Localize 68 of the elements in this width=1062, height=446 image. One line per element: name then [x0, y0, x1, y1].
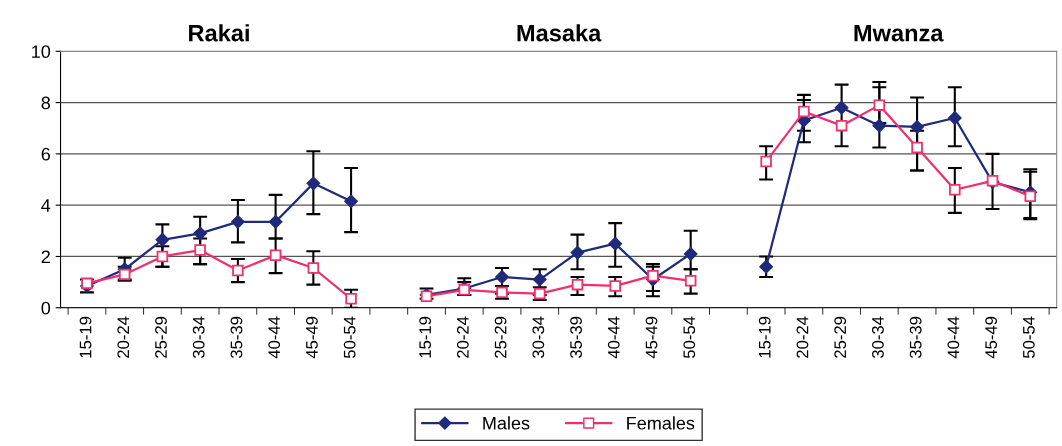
x-tick-label: 25-29 — [155, 316, 167, 358]
point — [949, 184, 961, 196]
x-tick-label: 15-19 — [79, 316, 92, 358]
x-tick-label: 30-34 — [532, 316, 545, 359]
point — [683, 247, 698, 261]
point — [345, 292, 357, 305]
point — [910, 120, 924, 134]
point — [759, 259, 773, 274]
y-tick-label: 2 — [41, 250, 50, 263]
point — [232, 264, 244, 277]
point — [609, 280, 621, 292]
x-tick-label: 35-39 — [909, 316, 922, 359]
y-tick-label: 6 — [41, 147, 51, 161]
point — [571, 278, 584, 291]
x-tick-label: 20-24 — [117, 316, 130, 358]
point — [1024, 190, 1037, 202]
x-tick-label: 15-19 — [419, 316, 432, 358]
x-tick-label: 50-54 — [1022, 316, 1035, 359]
point — [911, 141, 923, 154]
x-tick-label: 15-19 — [758, 316, 771, 358]
x-tick-label: 45-49 — [306, 316, 318, 359]
point — [647, 269, 659, 282]
x-tick-label: 50-54 — [343, 316, 356, 359]
point — [194, 244, 206, 256]
text: Mwanza — [854, 25, 944, 42]
point — [684, 275, 697, 287]
x-tick-label: 45-49 — [985, 316, 998, 359]
point — [873, 99, 886, 111]
point — [306, 176, 321, 191]
text: Masaka — [517, 24, 602, 42]
y-tick-label: 0 — [41, 301, 51, 315]
y-tick-label: 10 — [32, 45, 51, 59]
x-tick-label: 25-29 — [494, 316, 507, 358]
point — [268, 215, 283, 229]
point — [798, 105, 810, 118]
x-tick-label: 20-24 — [456, 316, 469, 358]
x-tick-label: 20-24 — [796, 316, 809, 358]
x-tick-label: 40-44 — [947, 316, 960, 359]
point — [307, 262, 320, 274]
point — [156, 250, 169, 263]
x-tick-label: 25-29 — [834, 316, 847, 358]
x-tick-label: 40-44 — [268, 316, 281, 359]
text: Rakai — [189, 24, 249, 42]
point — [760, 155, 772, 168]
legend-label: Females — [627, 416, 695, 430]
x-tick-label: 30-34 — [192, 316, 205, 359]
x-tick-label: 35-39 — [230, 316, 243, 359]
point — [155, 232, 170, 247]
y-tick-label: 4 — [41, 199, 51, 212]
x-tick-label: 45-49 — [645, 316, 658, 359]
point — [835, 119, 848, 132]
x-tick-label: 50-54 — [683, 316, 696, 359]
x-tick-label: 30-34 — [872, 316, 884, 359]
point — [495, 270, 509, 284]
x-tick-label: 35-39 — [570, 316, 582, 359]
point — [269, 249, 282, 261]
point — [344, 194, 358, 209]
legend-label: Males — [483, 416, 530, 430]
point — [608, 236, 623, 251]
point — [834, 100, 849, 115]
point — [948, 111, 962, 125]
x-tick-label: 40-44 — [607, 316, 620, 359]
point — [570, 245, 585, 260]
point — [193, 226, 207, 241]
point — [532, 272, 547, 287]
y-tick-label: 8 — [41, 96, 51, 110]
point — [872, 118, 887, 133]
point — [231, 215, 245, 229]
